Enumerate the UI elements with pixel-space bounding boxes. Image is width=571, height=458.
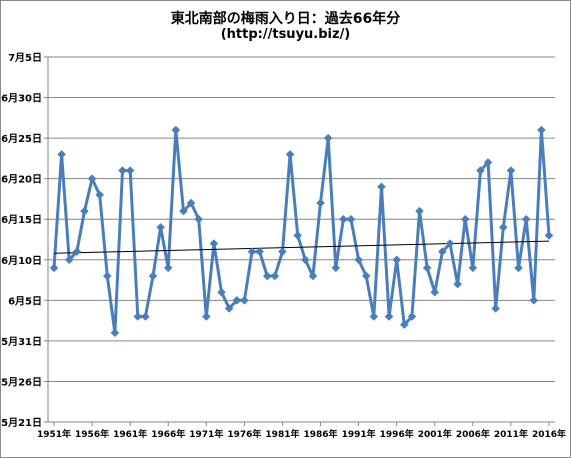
x-tick-label: 1991年 [342, 428, 376, 440]
data-point [57, 149, 66, 159]
x-tick-label: 1951年 [37, 428, 71, 440]
data-point [514, 263, 523, 273]
data-point [529, 295, 539, 305]
x-tick-label: 2016年 [532, 428, 566, 440]
data-point [506, 166, 516, 175]
data-point [133, 312, 143, 321]
y-tick-label: 6月20日 [1, 174, 42, 186]
data-point [102, 271, 112, 281]
data-point [156, 222, 165, 232]
data-point [384, 312, 394, 321]
data-point [438, 247, 447, 257]
x-tick-label: 2011年 [494, 428, 528, 440]
data-point [323, 133, 333, 143]
chart-subtitle: (http://tsuyu.biz/) [220, 27, 351, 42]
data-point [49, 263, 59, 273]
chart-title: 東北南部の梅雨入り日：過去66年分 [170, 11, 401, 27]
trendline [53, 240, 550, 254]
data-point [544, 231, 554, 240]
data-point [72, 247, 82, 257]
data-point [87, 174, 97, 184]
x-tick-label: 2006年 [456, 428, 490, 440]
data-point [278, 247, 287, 257]
x-tick-label: 1996年 [380, 428, 414, 440]
data-point [224, 304, 234, 313]
data-point [377, 182, 386, 192]
data-point [141, 312, 150, 321]
y-tick-label: 6月25日 [1, 133, 42, 145]
x-tick-label: 2001年 [418, 428, 452, 440]
data-point [453, 279, 462, 289]
data-point [240, 295, 249, 305]
data-point [110, 328, 120, 338]
data-point [415, 206, 424, 216]
data-point [521, 214, 531, 224]
data-point [270, 271, 280, 281]
y-tick-label: 6月15日 [1, 214, 42, 226]
series-line [52, 128, 551, 335]
y-tick-label: 6月5日 [8, 295, 42, 307]
data-point [247, 247, 257, 257]
data-point [346, 214, 356, 224]
x-tick-label: 1961年 [113, 428, 147, 440]
data-point [399, 320, 409, 330]
data-point [186, 198, 196, 208]
y-tick-label: 7月5日 [8, 52, 42, 64]
y-tick-label: 5月21日 [1, 417, 42, 429]
data-point [293, 231, 303, 240]
x-tick-label: 1956年 [75, 428, 109, 440]
data-point [300, 255, 310, 265]
data-point [209, 239, 219, 248]
data-point [262, 271, 272, 281]
data-point [476, 166, 485, 175]
data-point [316, 198, 325, 208]
data-point [201, 312, 211, 321]
data-point [537, 125, 546, 135]
data-point [422, 263, 432, 273]
data-point [361, 271, 371, 281]
data-point [217, 287, 226, 297]
y-tick-label: 6月30日 [1, 93, 42, 105]
data-point [194, 214, 204, 224]
data-point [491, 304, 501, 313]
data-point [163, 263, 173, 273]
data-point [331, 263, 341, 273]
x-tick-label: 1976年 [227, 428, 261, 440]
y-tick-label: 6月10日 [1, 255, 42, 267]
data-point [95, 190, 105, 200]
data-point [148, 271, 158, 281]
data-point [64, 255, 74, 265]
data-point [171, 125, 181, 135]
x-tick-label: 1981年 [265, 428, 299, 440]
data-point [430, 287, 440, 297]
data-point [369, 312, 379, 321]
data-point [498, 222, 508, 232]
data-point [255, 247, 264, 257]
data-point [179, 206, 188, 216]
y-tick-label: 5月31日 [1, 336, 42, 348]
data-point [308, 271, 318, 281]
y-tick-label: 5月26日 [1, 376, 42, 388]
data-point [232, 295, 242, 305]
data-point [285, 149, 295, 159]
data-point [445, 239, 455, 248]
data-point [407, 312, 417, 321]
data-point [483, 158, 493, 167]
data-point [460, 214, 470, 224]
x-tick-label: 1971年 [189, 428, 223, 440]
data-point [80, 206, 89, 216]
x-tick-label: 1966年 [151, 428, 185, 440]
data-point [125, 166, 135, 175]
data-point [392, 255, 402, 265]
data-point [354, 255, 363, 265]
data-point [468, 263, 478, 273]
data-point [118, 166, 127, 175]
x-tick-label: 1986年 [304, 428, 338, 440]
data-point [339, 214, 348, 224]
